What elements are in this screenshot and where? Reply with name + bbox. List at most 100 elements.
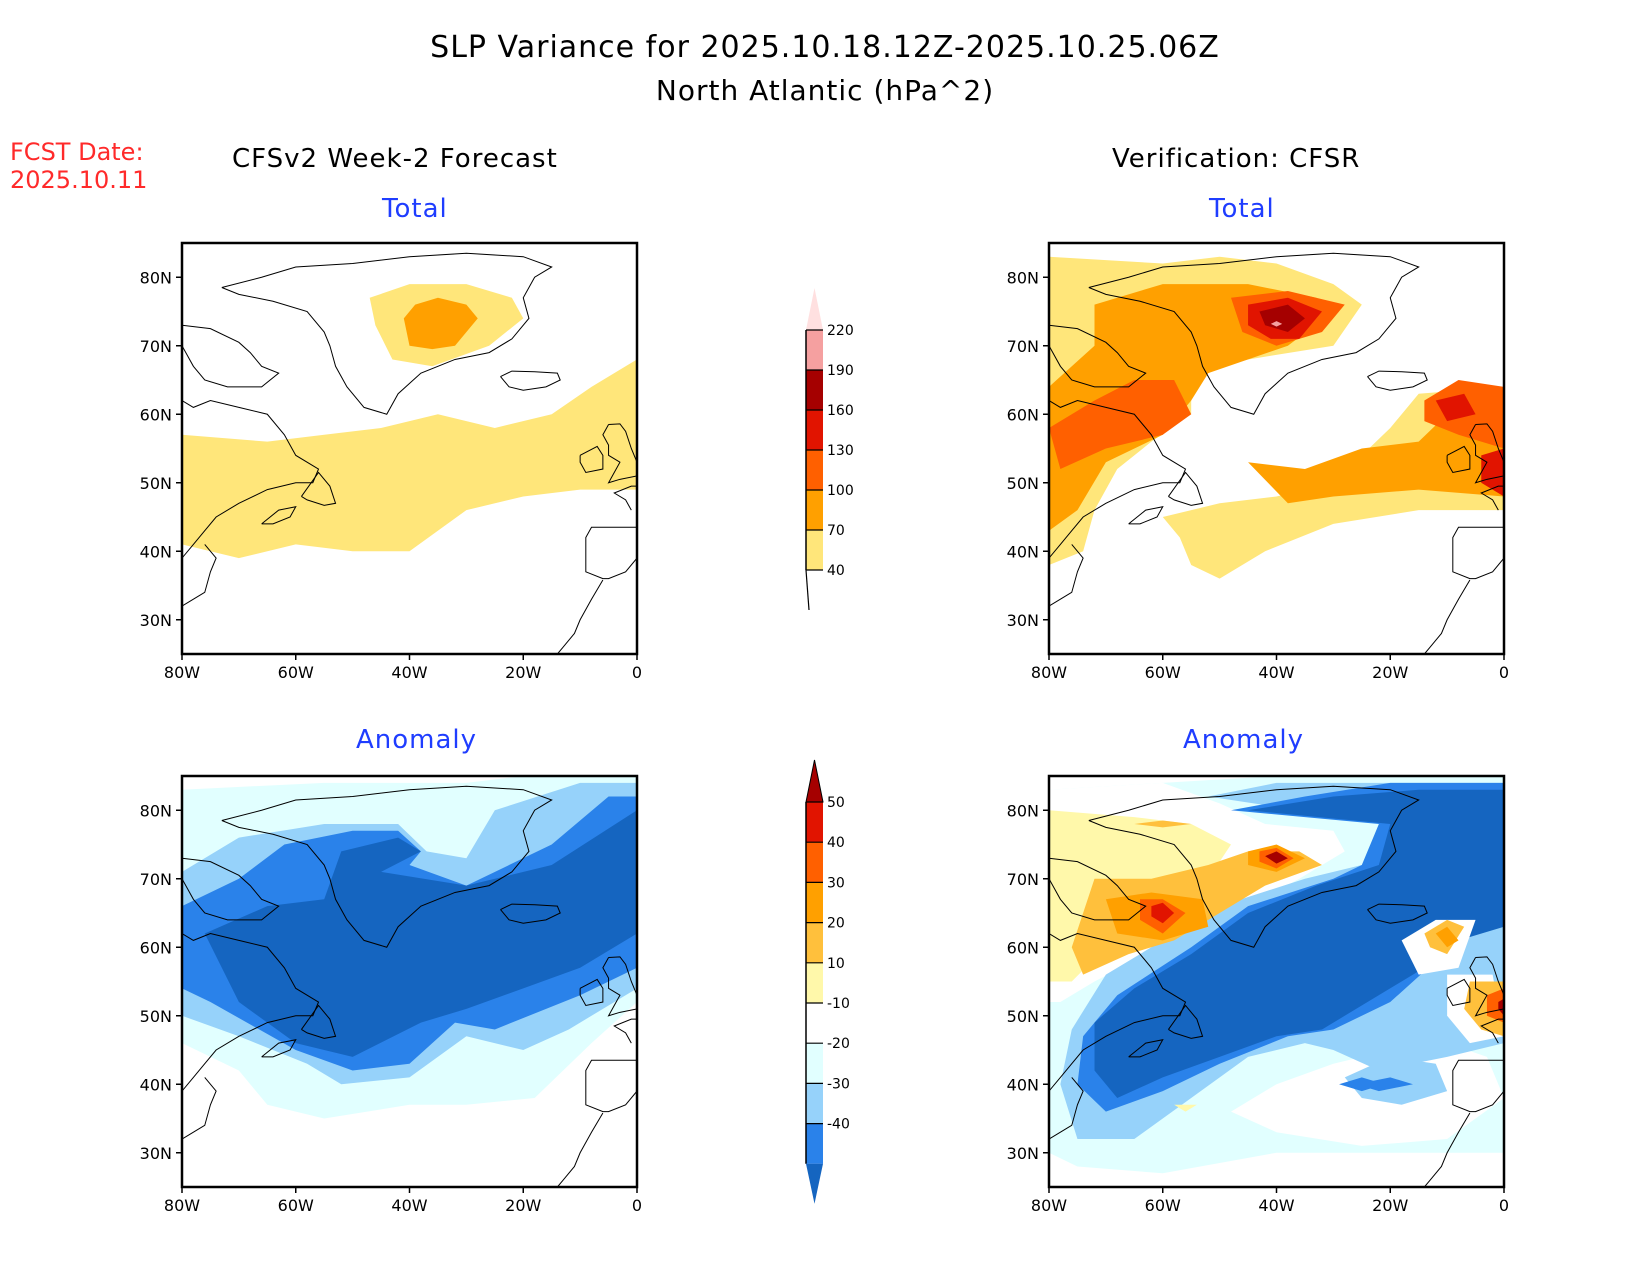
coastline bbox=[301, 471, 337, 506]
panel-title-verification-total: Total bbox=[1209, 194, 1275, 224]
coastline bbox=[556, 579, 604, 654]
coastline bbox=[1088, 252, 1420, 415]
coastline bbox=[602, 423, 637, 484]
y-tick-label: 70N bbox=[140, 870, 172, 889]
coastline bbox=[613, 485, 637, 511]
y-tick-label: 50N bbox=[140, 1007, 172, 1026]
colorbar-segment bbox=[806, 802, 823, 843]
coastline bbox=[613, 1018, 637, 1044]
colorbar-label: 190 bbox=[827, 363, 854, 379]
panel-title-forecast-total: Total bbox=[382, 194, 448, 224]
colorbar-segment bbox=[806, 450, 823, 490]
y-tick-label: 40N bbox=[140, 542, 172, 561]
coastline bbox=[602, 956, 637, 1017]
x-tick-label: 20W bbox=[505, 1196, 541, 1215]
contour-fill bbox=[182, 359, 637, 559]
coastline bbox=[221, 252, 553, 415]
contour-fill bbox=[1259, 304, 1305, 333]
y-tick-label: 70N bbox=[1007, 870, 1039, 889]
colorbar-label: 10 bbox=[827, 956, 845, 972]
coastline bbox=[1049, 324, 1147, 388]
colorbar-segment bbox=[806, 490, 823, 530]
colorbar-label: 30 bbox=[827, 875, 845, 891]
x-tick-label: 40W bbox=[1258, 663, 1294, 682]
x-tick-label: 0 bbox=[1499, 663, 1509, 682]
contour-fill bbox=[1151, 902, 1175, 924]
contour-fill bbox=[1498, 998, 1504, 1016]
contour-fill bbox=[1339, 1077, 1385, 1092]
fcst-date: 2025.10.11 bbox=[10, 166, 148, 194]
coastline bbox=[182, 544, 217, 607]
coastline bbox=[182, 1077, 217, 1140]
x-tick-label: 80W bbox=[1031, 663, 1067, 682]
y-tick-label: 60N bbox=[140, 405, 172, 424]
coastline bbox=[1049, 857, 1147, 921]
colorbar-arrow-top bbox=[806, 288, 823, 330]
colorbar-label: -20 bbox=[827, 1036, 850, 1052]
coastline bbox=[1423, 579, 1471, 654]
coastline bbox=[1423, 1112, 1471, 1187]
y-tick-label: 80N bbox=[1007, 268, 1039, 287]
coastline bbox=[261, 506, 297, 525]
verification-total-panel: 80W 60W 40W 20W 0 30N 40N 50N 60N 70N 80N bbox=[1007, 241, 1509, 682]
y-tick-label: 40N bbox=[1007, 542, 1039, 561]
coastline bbox=[1452, 526, 1504, 580]
y-tick-label: 30N bbox=[140, 1144, 172, 1163]
fcst-label: FCST Date: bbox=[10, 138, 144, 166]
forecast-anomaly-panel: 80W 60W 40W 20W 0 30N 40N 50N 60N 70N 80N bbox=[140, 774, 642, 1215]
colorbar-arrow-top bbox=[805, 759, 824, 803]
contour-fill bbox=[1248, 386, 1504, 504]
x-tick-label: 80W bbox=[1031, 1196, 1067, 1215]
colorbar-label: -10 bbox=[827, 996, 850, 1012]
colorbar-label: 50 bbox=[827, 795, 845, 811]
colorbar-label: 130 bbox=[827, 443, 854, 459]
contour-fill bbox=[1435, 926, 1459, 948]
contour-fill bbox=[1134, 820, 1192, 828]
x-tick-label: 40W bbox=[1258, 1196, 1294, 1215]
x-tick-label: 60W bbox=[1145, 1196, 1181, 1215]
coastline bbox=[1128, 1039, 1164, 1058]
coastline bbox=[1367, 903, 1428, 924]
x-tick-label: 40W bbox=[391, 663, 427, 682]
contour-fill bbox=[403, 297, 478, 350]
x-tick-label: 0 bbox=[632, 663, 642, 682]
right-column-title: Verification: CFSR bbox=[1112, 144, 1361, 174]
colorbar-label: 100 bbox=[827, 483, 854, 499]
colorbar-label: 70 bbox=[827, 523, 845, 539]
y-tick-label: 30N bbox=[1007, 611, 1039, 630]
y-tick-label: 60N bbox=[140, 938, 172, 957]
coastline bbox=[1480, 1018, 1504, 1044]
coastline bbox=[500, 370, 561, 391]
coastline bbox=[1469, 423, 1504, 484]
y-tick-label: 80N bbox=[140, 268, 172, 287]
contour-fill bbox=[204, 810, 637, 1057]
x-tick-label: 80W bbox=[164, 663, 200, 682]
contour-fill bbox=[1265, 851, 1288, 864]
colorbar-segment bbox=[806, 330, 823, 370]
forecast-date-label: FCST Date: 2025.10.11 bbox=[10, 138, 147, 194]
colorbar-segment bbox=[806, 922, 823, 963]
coastline bbox=[1049, 1077, 1084, 1140]
coastline bbox=[1088, 785, 1420, 948]
colorbar-segment bbox=[806, 370, 823, 410]
panel-title-forecast-anomaly: Anomaly bbox=[356, 725, 478, 755]
coastline bbox=[1452, 1059, 1504, 1113]
figure-subtitle: North Atlantic (hPa^2) bbox=[655, 74, 995, 107]
coastline bbox=[556, 1112, 604, 1187]
y-tick-label: 40N bbox=[1007, 1075, 1039, 1094]
colorbar-label: -30 bbox=[827, 1076, 850, 1092]
colorbar-label: 20 bbox=[827, 916, 845, 932]
x-tick-label: 20W bbox=[505, 663, 541, 682]
colorbar-segment bbox=[806, 530, 823, 570]
x-tick-label: 60W bbox=[278, 663, 314, 682]
coastline bbox=[301, 1004, 337, 1039]
y-tick-label: 80N bbox=[140, 801, 172, 820]
contour-fill bbox=[1270, 321, 1283, 327]
x-tick-label: 0 bbox=[632, 1196, 642, 1215]
x-tick-label: 60W bbox=[1145, 663, 1181, 682]
coastline bbox=[182, 857, 280, 921]
y-tick-label: 60N bbox=[1007, 938, 1039, 957]
y-tick-label: 50N bbox=[1007, 474, 1039, 493]
coastline bbox=[1367, 370, 1428, 391]
